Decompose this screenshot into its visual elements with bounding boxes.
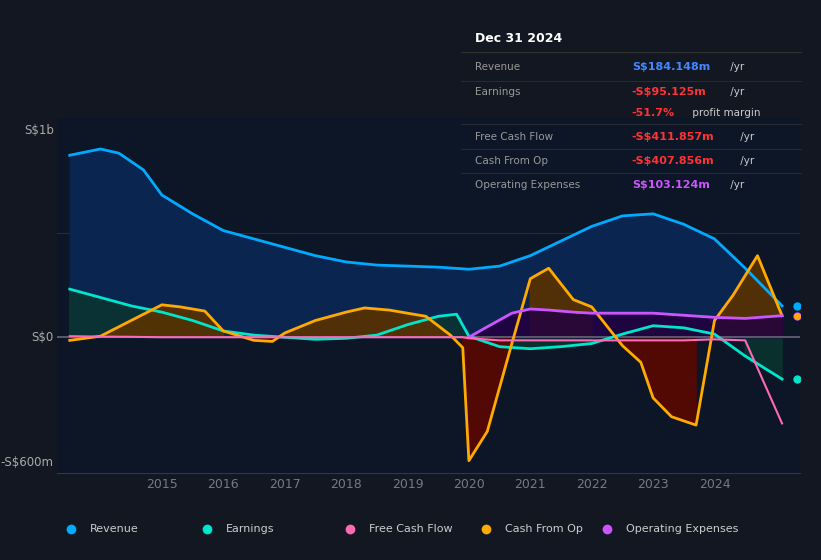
Text: /yr: /yr <box>727 62 745 72</box>
Text: -51.7%: -51.7% <box>632 109 675 118</box>
Text: Revenue: Revenue <box>475 62 521 72</box>
Text: profit margin: profit margin <box>689 109 760 118</box>
Text: Earnings: Earnings <box>226 524 274 534</box>
Text: /yr: /yr <box>736 156 754 166</box>
Text: -S$411.857m: -S$411.857m <box>632 132 714 142</box>
Text: Cash From Op: Cash From Op <box>475 156 548 166</box>
Text: Earnings: Earnings <box>475 87 521 97</box>
Text: Revenue: Revenue <box>89 524 138 534</box>
Text: -S$407.856m: -S$407.856m <box>632 156 714 166</box>
Text: S$1b: S$1b <box>24 124 53 137</box>
Text: /yr: /yr <box>736 132 754 142</box>
Text: S$184.148m: S$184.148m <box>632 62 710 72</box>
Text: Free Cash Flow: Free Cash Flow <box>475 132 553 142</box>
Text: -S$95.125m: -S$95.125m <box>632 87 707 97</box>
Text: Dec 31 2024: Dec 31 2024 <box>475 32 562 45</box>
Text: S$103.124m: S$103.124m <box>632 180 709 190</box>
Text: Operating Expenses: Operating Expenses <box>626 524 738 534</box>
Text: Cash From Op: Cash From Op <box>505 524 583 534</box>
Text: -S$600m: -S$600m <box>1 456 53 469</box>
Text: /yr: /yr <box>727 180 745 190</box>
Text: Operating Expenses: Operating Expenses <box>475 180 580 190</box>
Text: Free Cash Flow: Free Cash Flow <box>369 524 452 534</box>
Text: /yr: /yr <box>727 87 745 97</box>
Text: S$0: S$0 <box>31 331 53 344</box>
